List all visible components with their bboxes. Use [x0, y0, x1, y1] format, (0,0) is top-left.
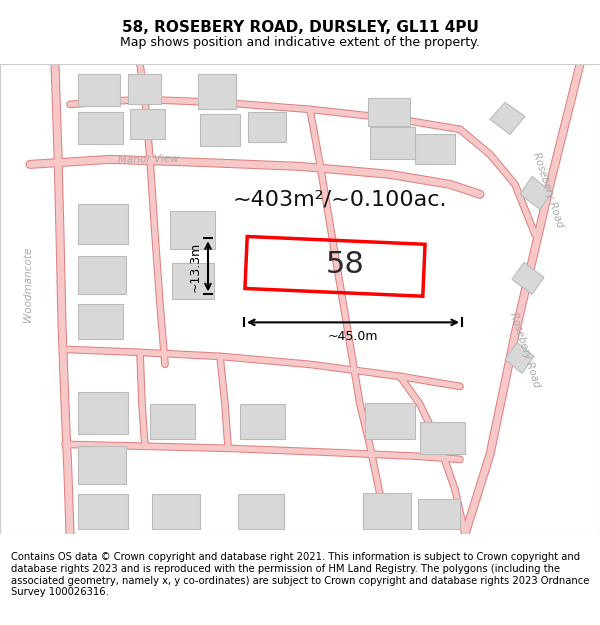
Polygon shape [505, 342, 534, 373]
Bar [172, 263, 214, 299]
Bar [78, 112, 123, 144]
Bar [248, 112, 286, 142]
Bar [363, 493, 411, 529]
Bar [152, 494, 200, 529]
Bar [78, 446, 126, 484]
Text: ~13.3m: ~13.3m [189, 241, 202, 291]
Bar [78, 392, 128, 434]
Text: Contains OS data © Crown copyright and database right 2021. This information is : Contains OS data © Crown copyright and d… [11, 552, 589, 598]
Polygon shape [512, 262, 544, 294]
Bar [370, 127, 415, 159]
Bar [198, 74, 236, 109]
Text: Map shows position and indicative extent of the property.: Map shows position and indicative extent… [120, 36, 480, 49]
Bar [128, 74, 161, 104]
Bar [368, 98, 410, 126]
Bar [78, 494, 128, 529]
Polygon shape [490, 102, 525, 134]
Text: ~45.0m: ~45.0m [328, 331, 378, 343]
Bar [238, 494, 284, 529]
Bar [240, 404, 285, 439]
Bar [365, 403, 415, 439]
Bar [78, 204, 128, 244]
Bar [415, 134, 455, 164]
Text: Rosebery Road: Rosebery Road [531, 151, 565, 228]
Text: ~403m²/~0.100ac.: ~403m²/~0.100ac. [233, 189, 447, 209]
Text: Woodmancote: Woodmancote [23, 247, 33, 322]
Bar [130, 109, 165, 139]
Text: Manor View: Manor View [118, 154, 178, 165]
Bar [200, 114, 240, 146]
Bar [418, 499, 460, 529]
Text: 58: 58 [326, 250, 364, 279]
Bar [78, 304, 123, 339]
Text: Rosebery Road: Rosebery Road [508, 311, 542, 388]
Bar [245, 236, 425, 296]
Bar [420, 422, 465, 454]
Bar [170, 211, 215, 249]
Bar [78, 256, 126, 294]
Bar [150, 404, 195, 439]
Bar [78, 74, 120, 106]
Text: 58, ROSEBERY ROAD, DURSLEY, GL11 4PU: 58, ROSEBERY ROAD, DURSLEY, GL11 4PU [122, 20, 478, 35]
Polygon shape [520, 176, 552, 209]
